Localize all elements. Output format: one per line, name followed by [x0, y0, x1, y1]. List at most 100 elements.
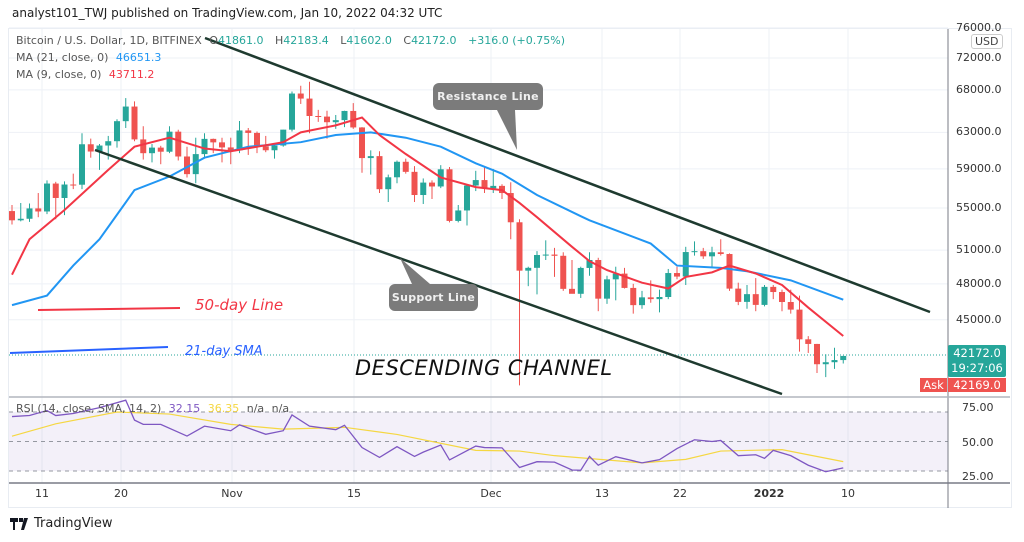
candle-body: [814, 343, 820, 365]
candle-body: [682, 252, 689, 277]
candle: [201, 133, 208, 158]
candle-body: [429, 182, 435, 187]
sma21-label[interactable]: 21-day SMA: [185, 344, 263, 359]
candle-body: [621, 273, 628, 288]
close-value: 42172.0: [411, 34, 457, 47]
candle-body: [595, 259, 602, 299]
candle-body: [752, 294, 759, 305]
candle: [341, 110, 348, 128]
candle-body: [612, 273, 619, 280]
candle-body: [551, 254, 558, 256]
bar-countdown: 19:27:06: [951, 361, 1003, 375]
tradingview-logo[interactable]: TradingView: [10, 516, 113, 531]
candle: [674, 266, 680, 280]
candle: [551, 247, 558, 277]
candle-body: [516, 222, 523, 271]
candle-body: [569, 288, 575, 294]
candle-body: [219, 142, 225, 148]
ma21-line: [11, 131, 844, 307]
candle-body: [665, 273, 672, 297]
candle-body: [289, 93, 295, 130]
candle: [709, 246, 715, 267]
candle: [840, 355, 847, 364]
candle-body: [306, 98, 313, 116]
tradingview-logo-icon: [10, 517, 28, 530]
candle: [691, 241, 698, 256]
candle: [271, 144, 278, 159]
candle-body: [735, 288, 742, 302]
candle-body: [472, 180, 479, 186]
candle-body: [534, 255, 540, 268]
candle: [332, 114, 339, 129]
resistance-trendline[interactable]: [204, 36, 931, 314]
candle: [735, 282, 742, 306]
candle: [831, 347, 838, 369]
candle-body: [70, 184, 77, 186]
candle-body: [717, 252, 724, 255]
rsi-tick-75: 75.00: [962, 401, 994, 414]
candle: [122, 98, 129, 128]
candle: [516, 219, 523, 386]
candle: [315, 109, 322, 122]
last-price: 42172.0: [953, 346, 1001, 360]
candle: [446, 167, 453, 223]
candle: [569, 259, 575, 294]
candle-body: [796, 309, 803, 340]
ma9-legend[interactable]: MA (9, close, 0) 43711.2: [16, 68, 158, 81]
candle: [79, 133, 85, 190]
candle: [52, 181, 59, 220]
candle-body: [227, 147, 234, 151]
candle-body: [744, 294, 750, 302]
candle-body: [9, 211, 15, 221]
symbol-name: Bitcoin / U.S. Dollar, 1D, BITFINEX: [16, 34, 202, 47]
descending-channel-label[interactable]: DESCENDING CHANNEL: [355, 356, 613, 380]
candle-body: [367, 156, 374, 159]
candle: [464, 184, 470, 226]
resistance-line-callout[interactable]: Resistance Line: [433, 83, 543, 110]
time-label: 2022: [753, 487, 785, 500]
ma9-line: [11, 116, 844, 337]
candle-body: [61, 184, 68, 198]
candle-body: [604, 279, 610, 299]
symbol-legend[interactable]: Bitcoin / U.S. Dollar, 1D, BITFINEX O418…: [16, 34, 569, 47]
ma21-value: 46651.3: [115, 51, 162, 64]
candle-body: [481, 180, 488, 189]
candle-body: [787, 302, 794, 310]
candle-body: [464, 185, 470, 211]
candle: [796, 295, 803, 352]
high-value: 42183.4: [283, 34, 329, 47]
currency-badge[interactable]: USD: [971, 34, 1003, 49]
candle-body: [822, 362, 829, 365]
time-label: 20: [114, 487, 128, 500]
candle-body: [192, 154, 199, 175]
candle-body: [341, 110, 348, 121]
candle-body: [674, 273, 680, 277]
support-trendline[interactable]: [94, 148, 783, 396]
candle-body: [647, 297, 654, 300]
close-label: C: [403, 34, 412, 47]
ma21-legend[interactable]: MA (21, close, 0) 46651.3: [16, 51, 165, 64]
candle: [140, 126, 147, 160]
candle: [289, 91, 295, 132]
candle: [324, 110, 330, 139]
candle-body: [35, 208, 42, 212]
candle-body: [691, 251, 698, 253]
candle-body: [157, 147, 164, 152]
support-line-callout[interactable]: Support Line: [389, 284, 478, 311]
candle: [166, 126, 173, 154]
time-label: Dec: [480, 487, 502, 500]
candle: [770, 285, 777, 300]
chart-frame: [8, 28, 1012, 508]
candle: [420, 178, 427, 204]
candle: [17, 202, 24, 222]
candle: [367, 150, 374, 175]
candle: [262, 135, 269, 153]
candle-body: [630, 287, 637, 306]
candle: [814, 343, 820, 374]
candle: [236, 121, 243, 154]
fifty-day-line-label[interactable]: 50-day Line: [195, 296, 284, 314]
rsi-legend[interactable]: RSI (14, close, SMA, 14, 2) 32.15 36.35 …: [16, 402, 293, 415]
candle: [175, 129, 182, 161]
candle-body: [184, 156, 190, 175]
